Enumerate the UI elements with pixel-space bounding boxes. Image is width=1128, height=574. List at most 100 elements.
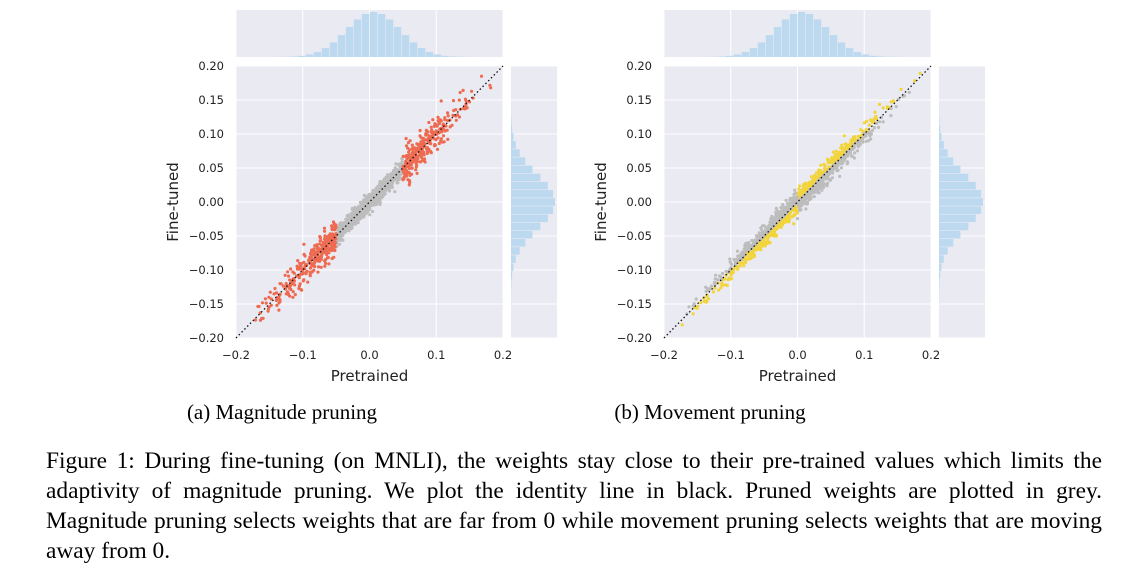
scatter-point [793,198,797,202]
scatter-point [319,238,323,243]
scatter-point [429,125,433,129]
scatter-point [855,141,859,145]
scatter-point [273,286,277,291]
subcaption-a: (a) Magnitude pruning [186,400,378,424]
scatter-point [823,182,827,186]
figure-caption: Figure 1: During fine-tuning (on MNLI), … [46,448,1102,564]
scatter-point [865,119,869,123]
scatter-point [719,275,723,279]
scatter-point [312,247,316,251]
histogram-bar-top [305,54,314,57]
scatter-point [798,192,802,196]
scatter-point [436,119,440,123]
scatter-point [462,106,466,111]
scatter-point [410,160,414,164]
histogram-bar-top [377,13,386,57]
scatter-point [797,206,801,210]
x-tick-label: 0.0 [360,348,378,362]
histogram-bar-right [939,271,941,280]
histogram-bar-top [401,35,410,57]
histogram-bar-right [511,181,548,190]
scatter-point [410,143,414,147]
scatter-point [360,211,364,216]
histogram-bar-top [733,54,742,57]
scatter-point [323,238,328,243]
scatter-point [708,287,712,291]
scatter-point [366,210,370,214]
x-tick-label: 0.1 [855,348,873,362]
scatter-point [713,281,717,285]
scatter-point [735,249,740,253]
scatter-point [709,284,714,288]
scatter-point [401,166,405,170]
scatter-point [454,108,458,112]
scatter-point [284,282,288,286]
scatter-point [427,134,431,138]
scatter-point [853,135,857,139]
scatter-point [363,202,367,206]
scatter-point [723,277,727,281]
scatter-point [805,200,810,204]
scatter-point [874,117,878,121]
scatter-point [325,256,330,260]
scatter-point [408,139,412,143]
scatter-point [716,278,720,282]
scatter-point [390,185,394,189]
histogram-bar-right [511,198,555,206]
scatter-point [304,270,308,274]
scatter-point [704,285,708,289]
scatter-point [778,216,782,220]
histogram-bar-right [939,239,954,247]
scatter-point [321,249,325,253]
scatter-point [386,175,390,179]
scatter-point [355,210,359,214]
scatter-point [396,181,400,185]
x-axis-label: Pretrained [331,367,409,385]
scatter-point [376,200,380,205]
scatter-point [889,114,893,118]
scatter-point [835,152,839,157]
x-tick-label: 0.1 [427,348,445,362]
scatter-point [451,113,455,117]
scatter-point [404,162,408,166]
scatter-point [699,301,703,305]
scatter-point [823,176,828,180]
scatter-point [756,245,760,249]
scatter-point [751,242,755,246]
scatter-point [738,253,742,257]
scatter-point [277,301,281,305]
scatter-point [291,270,295,274]
scatter-point [406,146,410,150]
scatter-point [289,287,293,292]
scatter-point [312,264,316,268]
scatter-point [433,143,437,147]
scatter-point [792,200,796,204]
scatter-point [833,163,838,167]
histogram-bar-top [409,42,418,57]
scatter-point [418,134,422,138]
scatter-point [362,214,366,218]
scatter-point [691,304,695,308]
scatter-point [435,124,439,128]
scatter-point [427,120,431,125]
scatter-point [274,291,279,295]
scatter-point [401,154,405,158]
scatter-point [409,163,413,167]
scatter-point [341,238,345,242]
scatter-point [429,130,434,134]
x-tick-label: −0.1 [717,348,745,362]
scatter-point [432,124,436,128]
scatter-point [423,160,427,164]
scatter-point [812,187,816,191]
scatter-point [751,250,755,255]
scatter-point [299,262,303,266]
scatter-point [753,238,757,242]
scatter-point [415,163,419,167]
scatter-point [439,119,443,123]
scatter-point [819,170,823,174]
scatter-point [415,160,420,164]
scatter-point [743,246,747,250]
scatter-point [781,203,785,207]
scatter-point [756,238,760,242]
scatter-point [736,267,740,271]
